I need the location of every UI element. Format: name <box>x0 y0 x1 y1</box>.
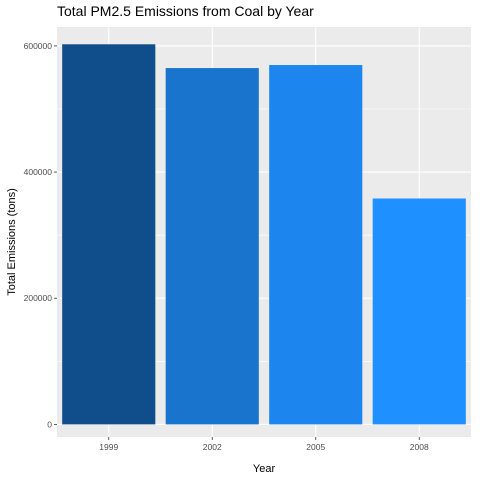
y-axis: 0 200000 400000 600000 <box>24 41 57 429</box>
x-tick-label: 2008 <box>410 442 429 452</box>
x-tick-label: 1999 <box>99 442 118 452</box>
bar-1999 <box>62 44 156 425</box>
bars <box>62 44 466 425</box>
bar-2002 <box>165 68 259 425</box>
y-tick-label: 0 <box>47 419 52 429</box>
y-tick-label: 200000 <box>24 293 53 303</box>
y-tick-label: 600000 <box>24 41 53 51</box>
x-tick-label: 2005 <box>306 442 325 452</box>
x-axis-label: Year <box>253 463 276 475</box>
y-tick-label: 400000 <box>24 167 53 177</box>
bar-2008 <box>372 198 466 425</box>
chart-title: Total PM2.5 Emissions from Coal by Year <box>57 3 314 19</box>
y-axis-label: Total Emissions (tons) <box>6 188 18 296</box>
bar-2005 <box>269 65 363 425</box>
x-tick-label: 2002 <box>203 442 222 452</box>
x-axis: 1999 2002 2005 2008 <box>99 437 429 452</box>
